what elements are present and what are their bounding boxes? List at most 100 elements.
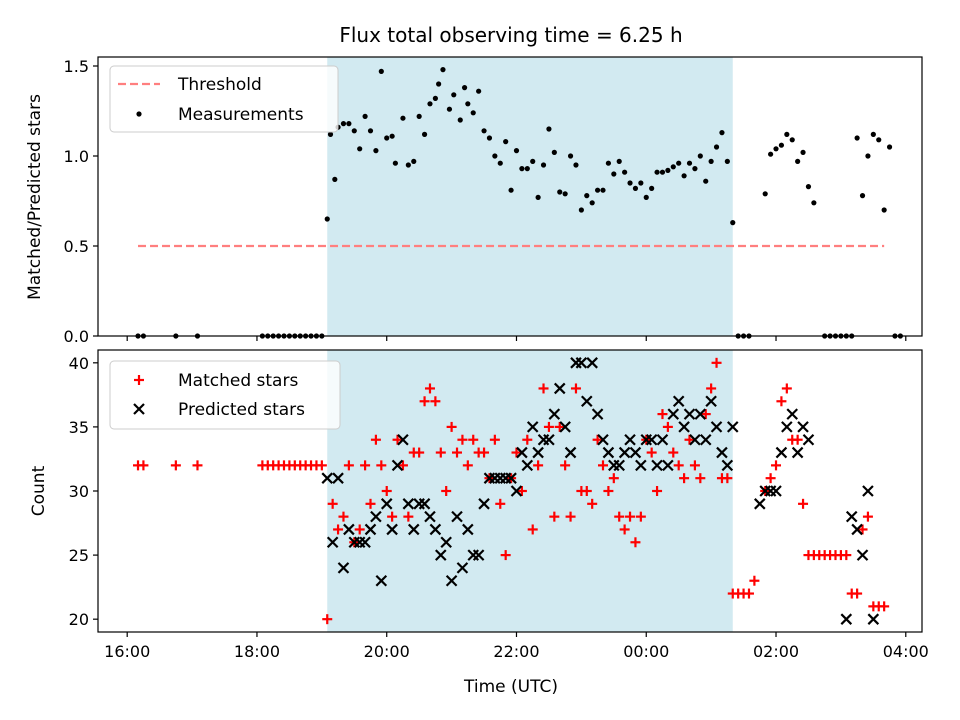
measurement-point [784,131,790,137]
matched-star-point [549,511,560,522]
predicted-star-point [662,459,674,472]
measurement-point [800,149,806,155]
predicted-star-point [656,433,669,446]
predicted-star-point [429,523,442,536]
ratio-y-tick-label: 0.0 [64,327,89,346]
count-legend: Matched stars Predicted stars [109,360,341,430]
predicted-star-point [343,523,355,536]
matched-star-point [673,460,684,471]
x-tick-label: 20:00 [364,642,410,661]
measurement-point [730,220,736,226]
measurement-point [632,185,639,191]
measurement-point [562,191,568,197]
measurement-point [373,148,379,154]
measurement-point [697,153,703,159]
measurement-point [665,167,671,173]
measurement-point [811,200,817,206]
matched-star-point [776,396,787,407]
measurement-point [465,101,471,107]
matched-star-point [646,447,657,458]
predicted-star-point [462,523,474,536]
predicted-star-point [391,459,404,472]
matched-star-point [516,486,527,496]
measurement-point [708,158,714,164]
predicted-star-point [472,549,485,561]
measurement-point [578,207,584,213]
predicted-star-point [456,562,469,574]
predicted-star-point [375,574,388,587]
predicted-star-point [705,395,717,408]
measurement-point [703,178,709,184]
matched-star-point [500,550,511,561]
matched-star-point [522,434,533,445]
predicted-star-point [689,433,701,446]
matched-star-point [662,421,673,432]
measurement-point [616,158,622,164]
measurement-point [324,216,330,222]
measurement-point [392,160,398,166]
predicted-star-point [694,408,707,420]
measurement-point [389,133,395,139]
observing-window-shade-lower [327,350,733,632]
measurement-point [481,128,487,134]
matched-star-point [343,460,354,471]
predicted-legend-swatch [133,403,145,415]
predicted-star-point [359,536,371,549]
matched-star-point [424,383,435,394]
count-panel: 16:00 18:00 20:00 22:00 00:00 02:00 04:00 20 25 3… [29,349,929,661]
measurement-point [427,101,433,107]
matched-star-point [706,383,717,394]
matched-star-point [798,498,809,509]
matched-star-point [587,498,598,509]
predicted-star-point [651,459,663,472]
measurement-point [405,162,411,168]
matched-star-point [857,524,868,535]
matched-star-point [316,460,327,471]
predicted-star-point [445,574,458,587]
matched-star-point [695,473,706,484]
matched-star-point [722,473,733,484]
ratio-legend: Threshold Measurements [109,65,339,133]
predicted-star-point [326,536,339,549]
predicted-star-point [418,498,431,510]
predicted-star-point [862,485,874,497]
measurement-point [865,153,871,159]
measurement-point [876,137,882,143]
measurement-point [540,162,547,168]
x-tick-label: 04:00 [883,642,929,661]
matched-star-point [603,486,614,496]
predicted-star-point [575,357,588,369]
matched-star-point [365,498,376,509]
matched-star-point [527,524,538,535]
matched-star-point [749,575,760,586]
matched-star-point [543,421,554,432]
matched-star-point [841,550,852,561]
measurement-point [676,160,682,166]
measurement-point [530,158,536,164]
matched-star-point [435,447,446,458]
matched-star-point [560,460,571,471]
measurement-point [622,169,628,175]
matched-star-point [700,409,711,420]
measurement-point [332,176,338,182]
measurement-point [859,193,866,199]
measurement-point [470,110,476,116]
measurement-point [551,149,557,155]
measurement-point [870,131,876,137]
matched-star-point [327,498,338,509]
measurement-point [461,85,468,91]
matched-star-point [630,537,641,548]
matched-star-point [392,434,403,445]
matched-star-point [322,614,333,625]
measurement-point [421,131,428,137]
matched-star-point [581,486,592,496]
measurement-point [384,135,390,141]
measurement-point [400,115,406,121]
measurement-point [881,207,887,213]
matched-star-point [397,460,408,471]
predicted-star-point [781,421,793,433]
ratio-y-tick-label: 1.0 [64,147,89,166]
measurement-point [513,148,520,154]
predicted-star-point [802,433,815,446]
predicted-star-point [478,498,490,510]
